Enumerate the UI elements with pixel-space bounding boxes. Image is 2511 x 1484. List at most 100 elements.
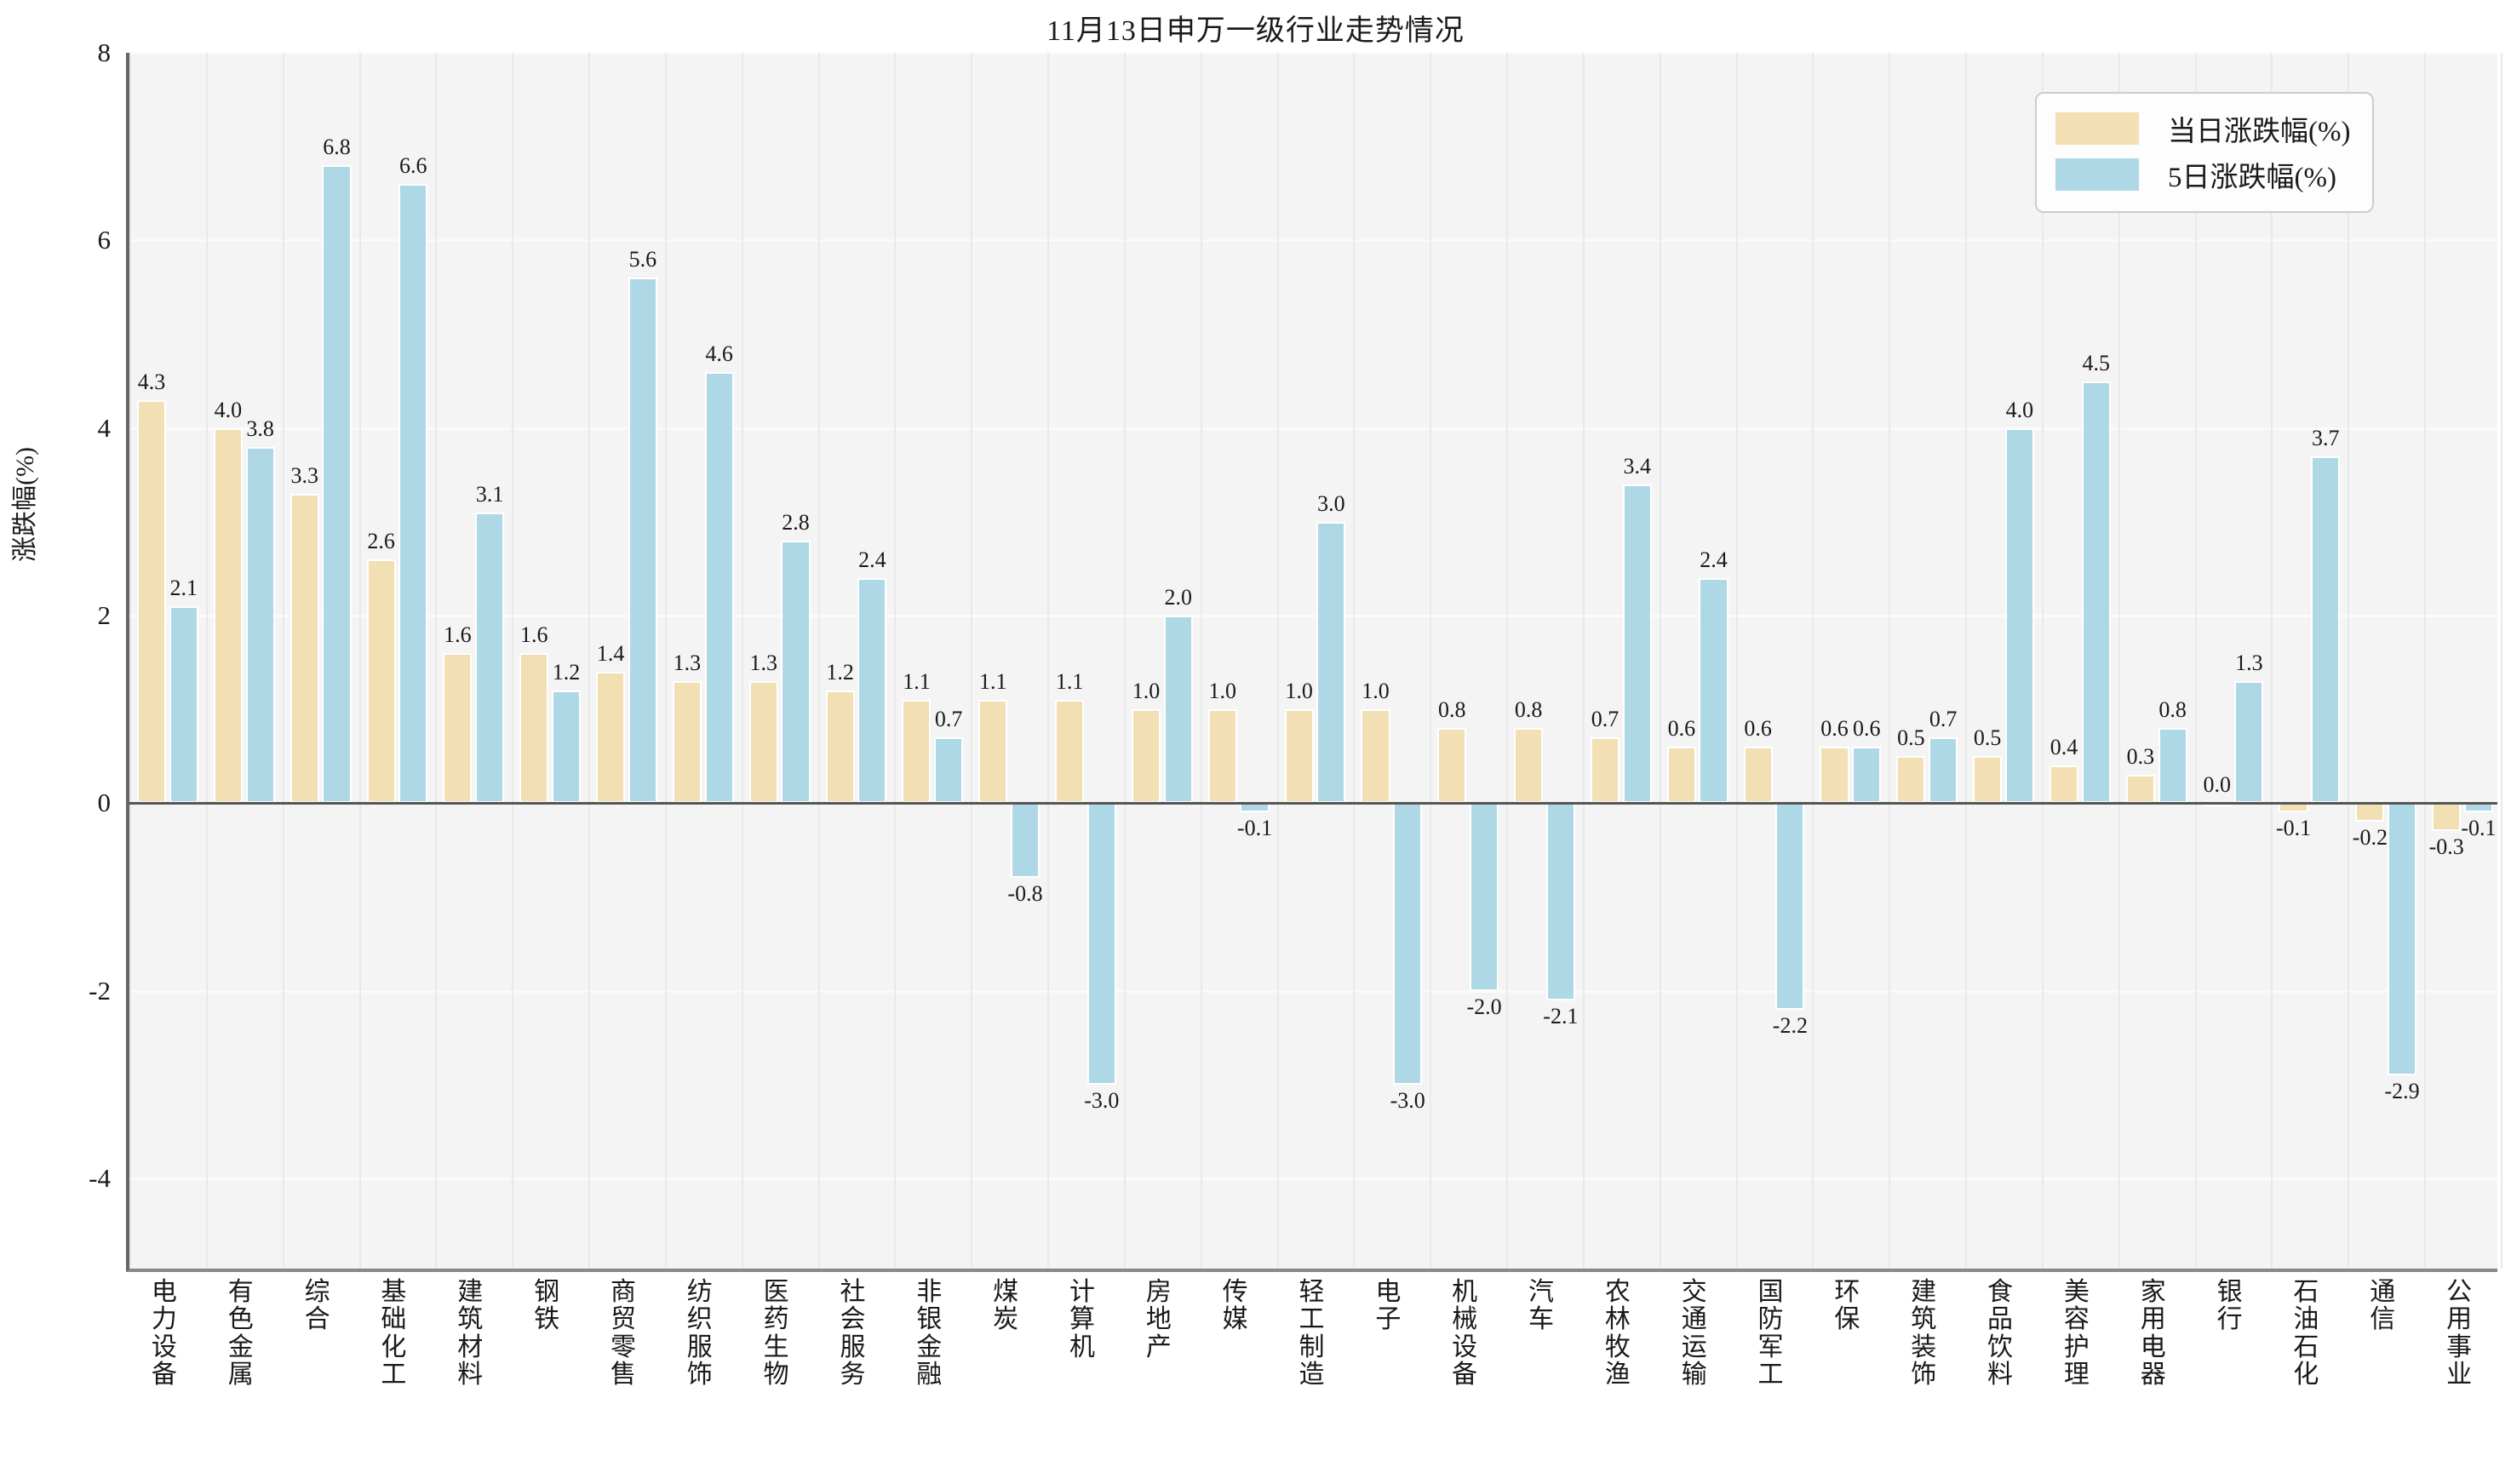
bar[interactable]: [1131, 709, 1161, 804]
bar[interactable]: [1316, 521, 1346, 804]
bar-value-label: -0.3: [2428, 834, 2464, 860]
bar-value-label: 0.7: [1591, 707, 1620, 732]
bar[interactable]: [443, 652, 473, 804]
bar-value-label: -2.2: [1772, 1012, 1808, 1038]
bar-value-label: 0.8: [2158, 697, 2187, 723]
bar[interactable]: [1666, 747, 1696, 804]
bar[interactable]: [2355, 803, 2385, 822]
bar-value-label: 1.6: [519, 622, 548, 647]
bar-value-label: 1.3: [2235, 650, 2263, 676]
bar[interactable]: [1973, 756, 2003, 804]
bar[interactable]: [934, 737, 964, 804]
legend: 当日涨跌幅(%) 5日涨跌幅(%): [2035, 92, 2375, 213]
bar[interactable]: [1469, 803, 1499, 991]
bar[interactable]: [1163, 615, 1193, 804]
x-axis-tick-label: 建筑材料: [457, 1278, 484, 1389]
bar[interactable]: [2004, 427, 2034, 804]
bar[interactable]: [519, 652, 549, 804]
y-axis-tick-label: -4: [89, 1162, 111, 1193]
x-axis-tick-label: 综合: [304, 1278, 330, 1334]
bar[interactable]: [1743, 747, 1773, 804]
bar[interactable]: [628, 278, 657, 804]
bar[interactable]: [245, 446, 275, 804]
bar[interactable]: [1820, 747, 1849, 804]
gridline-vertical: [2348, 53, 2350, 1269]
bar[interactable]: [1896, 756, 1926, 804]
bar[interactable]: [1545, 803, 1575, 1000]
bar[interactable]: [398, 184, 428, 804]
gridline-vertical: [1659, 53, 1661, 1269]
bar[interactable]: [748, 681, 778, 804]
bar[interactable]: [475, 512, 505, 804]
legend-item[interactable]: 5日涨跌幅(%): [2055, 152, 2350, 198]
x-axis-tick-label: 农林牧渔: [1604, 1278, 1631, 1389]
bar[interactable]: [213, 427, 243, 804]
bar[interactable]: [2311, 456, 2341, 804]
bar[interactable]: [857, 577, 887, 804]
bar[interactable]: [1207, 709, 1237, 804]
bar[interactable]: [366, 559, 396, 804]
bar[interactable]: [2081, 381, 2111, 804]
x-axis-tick-label: 非银金融: [916, 1278, 943, 1389]
bar-value-label: 1.6: [444, 622, 472, 647]
bar[interactable]: [1590, 737, 1620, 804]
bar-value-label: -0.8: [1007, 881, 1043, 907]
bar-value-label: 1.0: [1362, 679, 1390, 704]
bar-value-label: 0.0: [2203, 772, 2231, 798]
bar-value-label: 4.0: [2005, 397, 2034, 422]
bar[interactable]: [1284, 709, 1314, 804]
y-axis-tick-label: 0: [97, 788, 112, 818]
gridline-vertical: [512, 53, 514, 1269]
bar-value-label: 5.6: [628, 247, 657, 272]
bar-value-label: 2.6: [367, 528, 395, 553]
bar[interactable]: [825, 690, 855, 804]
bar[interactable]: [781, 540, 811, 804]
bar[interactable]: [290, 493, 319, 804]
bar[interactable]: [1437, 728, 1467, 804]
bar[interactable]: [704, 371, 734, 804]
bar-value-label: 2.4: [1700, 547, 1728, 572]
bar[interactable]: [1010, 803, 1041, 879]
bar[interactable]: [2125, 775, 2155, 804]
gridline-vertical: [817, 53, 820, 1269]
gridline-horizontal: [129, 989, 2497, 993]
bar[interactable]: [596, 672, 626, 804]
bar-value-label: -3.0: [1084, 1087, 1120, 1113]
bar[interactable]: [2388, 803, 2417, 1075]
bar[interactable]: [1514, 728, 1544, 804]
bar[interactable]: [902, 700, 932, 804]
gridline-vertical: [1123, 53, 1126, 1269]
bar[interactable]: [1775, 803, 1805, 1010]
bar[interactable]: [2432, 803, 2462, 832]
x-axis-tick-label: 社会服务: [840, 1278, 866, 1389]
gridline-vertical: [2041, 53, 2044, 1269]
bar[interactable]: [1852, 747, 1882, 804]
bar-value-label: 0.8: [1438, 697, 1466, 723]
bar[interactable]: [2049, 765, 2079, 804]
bar[interactable]: [322, 165, 352, 804]
bar-value-label: 0.5: [1973, 725, 2002, 751]
bar[interactable]: [551, 690, 582, 804]
x-axis-tick-label: 通信: [2370, 1278, 2396, 1334]
bar[interactable]: [1055, 700, 1085, 804]
bar-value-label: 0.8: [1514, 697, 1543, 723]
y-axis-tick-label: -2: [89, 975, 111, 1006]
bar-value-label: -0.2: [2352, 825, 2388, 851]
bar[interactable]: [2158, 728, 2187, 804]
bar[interactable]: [672, 681, 702, 804]
bar[interactable]: [1086, 803, 1116, 1085]
bar[interactable]: [169, 605, 198, 804]
bar[interactable]: [1622, 484, 1652, 804]
bar-value-label: 1.0: [1132, 679, 1161, 704]
legend-label-series-1: 5日涨跌幅(%): [2168, 163, 2336, 193]
bar[interactable]: [1393, 803, 1423, 1085]
bar[interactable]: [1929, 737, 1958, 804]
bar[interactable]: [978, 700, 1008, 804]
bar[interactable]: [1361, 709, 1390, 804]
legend-item[interactable]: 当日涨跌幅(%): [2055, 106, 2350, 152]
bar[interactable]: [2234, 681, 2264, 804]
x-axis-tick-label: 医药生物: [763, 1278, 789, 1389]
x-axis-tick-label: 电力设备: [151, 1278, 177, 1389]
bar[interactable]: [136, 399, 167, 804]
bar[interactable]: [1699, 577, 1728, 804]
